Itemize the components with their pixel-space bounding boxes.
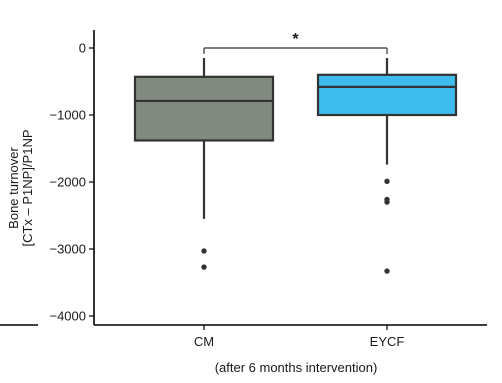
y-tick-label: 0: [79, 41, 86, 56]
y-axis-title-line2: [CTx – P1NP]/P1NP: [20, 129, 35, 246]
outlier-point: [384, 268, 390, 274]
y-tick-label: −2000: [49, 175, 86, 190]
outlier-point: [384, 199, 390, 205]
x-tick-label: CM: [194, 334, 214, 349]
box-iqr: [316, 73, 458, 117]
y-tick-label: −1000: [49, 108, 86, 123]
box-iqr: [133, 75, 275, 142]
y-tick-label: −3000: [49, 242, 86, 257]
x-axis-title: (after 6 months intervention): [215, 360, 378, 375]
y-axis-title: Bone turnover [CTx – P1NP]/P1NP: [6, 129, 35, 246]
y-axis-title-line1: Bone turnover: [6, 147, 21, 229]
outlier-point: [201, 248, 207, 254]
y-tick-label: −4000: [49, 309, 86, 324]
plot-area: 0 −1000 −2000 −3000 −4000 CM EYCF *: [0, 30, 487, 349]
x-tick-label: EYCF: [370, 334, 405, 349]
outlier-point: [201, 264, 207, 270]
significance-label: *: [292, 31, 299, 48]
outlier-point: [384, 178, 390, 185]
